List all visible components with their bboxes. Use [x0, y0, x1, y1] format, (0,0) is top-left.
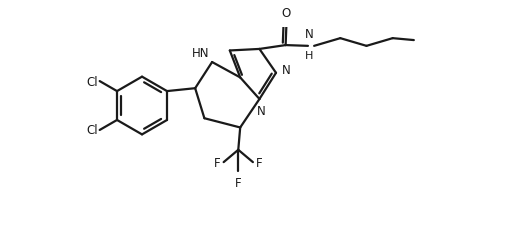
Text: F: F — [213, 156, 220, 169]
Text: Cl: Cl — [87, 75, 98, 88]
Text: Cl: Cl — [87, 124, 98, 137]
Text: H: H — [305, 50, 313, 60]
Text: O: O — [281, 7, 291, 20]
Text: N: N — [304, 28, 313, 41]
Text: HN: HN — [191, 47, 209, 60]
Text: F: F — [256, 156, 262, 169]
Text: N: N — [257, 105, 265, 118]
Text: N: N — [281, 64, 290, 77]
Text: F: F — [235, 176, 241, 189]
